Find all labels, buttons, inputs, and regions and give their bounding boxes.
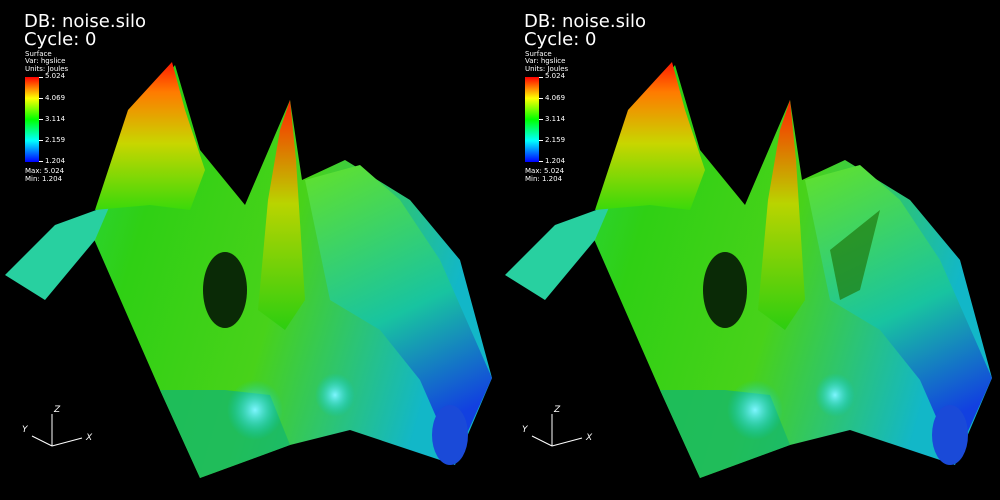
- database-label: DB: noise.silo: [524, 11, 646, 32]
- legend-tick: [39, 77, 43, 78]
- z-axis-label: Z: [553, 405, 561, 415]
- x-axis-label: X: [585, 433, 593, 443]
- legend-plot-type: Surface: [25, 50, 52, 58]
- legend-tick-label: 1.204: [545, 157, 566, 165]
- surface-plot-render[interactable]: [0, 0, 500, 500]
- color-legend-bar: [525, 77, 539, 162]
- x-axis-line: [551, 437, 583, 447]
- legend-max-label: Max: 5.024: [25, 167, 65, 175]
- legend-tick-label: 3.114: [545, 115, 566, 123]
- left-view-pane[interactable]: DB: noise.silo Cycle: 0 Surface Var: hgs…: [0, 0, 500, 500]
- y-axis-label: Y: [22, 425, 29, 435]
- legend-tick: [539, 119, 543, 120]
- legend-tick: [539, 140, 543, 141]
- database-label: DB: noise.silo: [24, 11, 146, 32]
- y-axis-line: [31, 435, 53, 447]
- legend-tick: [539, 161, 543, 162]
- color-legend-bar: [25, 77, 39, 162]
- x-axis-line: [51, 437, 83, 447]
- legend-units-label: Units: Joules: [525, 65, 569, 73]
- legend-tick-label: 2.159: [545, 136, 566, 144]
- legend-units-label: Units: Joules: [25, 65, 69, 73]
- axes-triad: Z Y X: [22, 405, 93, 447]
- legend-tick-label: 5.024: [545, 72, 566, 80]
- legend-var-label: Var: hgslice: [525, 57, 566, 65]
- legend-max-label: Max: 5.024: [525, 167, 565, 175]
- legend-tick: [539, 98, 543, 99]
- legend-tick-label: 2.159: [45, 136, 66, 144]
- legend-var-label: Var: hgslice: [25, 57, 66, 65]
- legend-tick-label: 1.204: [45, 157, 66, 165]
- legend-tick: [39, 161, 43, 162]
- legend-tick: [39, 119, 43, 120]
- legend-tick-label: 4.069: [545, 94, 566, 102]
- z-axis-label: Z: [53, 405, 61, 415]
- legend-tick: [39, 140, 43, 141]
- legend-tick-label: 3.114: [45, 115, 66, 123]
- surface-plot-render[interactable]: [500, 0, 1000, 500]
- legend-tick: [539, 77, 543, 78]
- legend-plot-type: Surface: [525, 50, 552, 58]
- legend-min-label: Min: 1.204: [525, 175, 563, 183]
- cycle-label: Cycle: 0: [24, 29, 97, 50]
- y-axis-label: Y: [522, 425, 529, 435]
- x-axis-label: X: [85, 433, 93, 443]
- cycle-label: Cycle: 0: [524, 29, 597, 50]
- legend-tick: [39, 98, 43, 99]
- right-view-pane[interactable]: DB: noise.silo Cycle: 0 Surface Var: hgs…: [500, 0, 1000, 500]
- legend-tick-label: 5.024: [45, 72, 66, 80]
- axes-triad: Z Y X: [522, 405, 593, 447]
- legend-min-label: Min: 1.204: [25, 175, 63, 183]
- y-axis-line: [531, 435, 553, 447]
- legend-tick-label: 4.069: [45, 94, 66, 102]
